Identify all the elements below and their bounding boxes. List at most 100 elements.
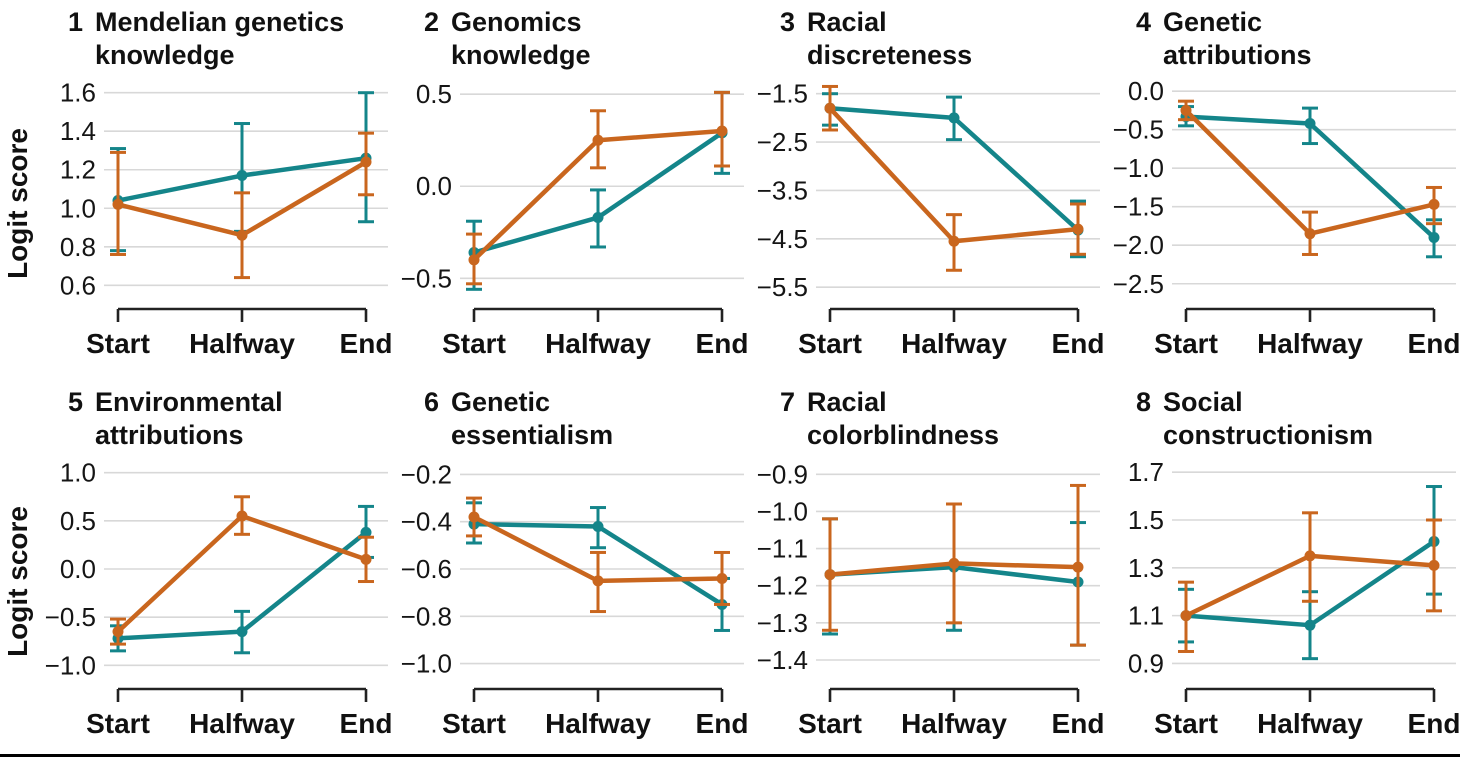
data-point-teal <box>592 211 604 223</box>
x-tick-label: Start <box>798 708 862 739</box>
panel-row-1: Logit score 1 Mendelian genetics knowledg… <box>0 0 1460 372</box>
x-tick-label: End <box>696 708 749 739</box>
data-point-orange <box>236 510 248 522</box>
panel-number: 6 <box>424 387 440 417</box>
x-tick-label: Start <box>86 708 150 739</box>
panel-number: 5 <box>68 387 84 417</box>
data-point-teal <box>1304 117 1316 129</box>
y-axis-title-row-1: Logit score <box>0 0 36 372</box>
y-tick-label: −1.4 <box>757 645 808 675</box>
y-tick-label: −0.8 <box>401 601 452 631</box>
panel-number: 4 <box>1136 7 1152 37</box>
data-point-orange <box>360 553 372 565</box>
panel-title: 7 Racial colorblindness <box>780 386 1102 453</box>
panel-number: 2 <box>424 7 440 37</box>
y-tick-label: −1.2 <box>757 571 808 601</box>
panel-title-text: Environmental attributions <box>95 386 283 453</box>
y-tick-label: 0.5 <box>416 79 452 109</box>
line-chart: 0.5 0.0 −0.5 Start Halfway End <box>401 79 749 359</box>
x-tick-label: End <box>696 328 749 359</box>
y-tick-label: −0.5 <box>1113 115 1164 145</box>
panel-title-line-1: Racial <box>807 387 887 417</box>
y-tick-label: −1.0 <box>45 650 96 680</box>
y-tick-label: 0.6 <box>60 270 96 300</box>
line-chart: 1.7 1.5 1.3 1.1 0.9 Start Halfway End <box>1128 457 1460 739</box>
x-tick-label: Halfway <box>1257 708 1363 739</box>
x-tick-label: Start <box>1154 328 1218 359</box>
panel-title-line-1: Genetic <box>1163 7 1263 37</box>
y-tick-label: 0.5 <box>60 506 96 536</box>
panel-6-genetic-essentialism: 6 Genetic essentialism −0.2 −0.4 −0.6 −0.8 −1… <box>392 380 749 748</box>
panel-title-line-2: attributions <box>95 420 244 451</box>
x-tick-label: Halfway <box>901 328 1007 359</box>
data-point-teal <box>948 112 960 124</box>
y-tick-label: −2.5 <box>757 127 808 157</box>
data-point-teal <box>592 520 604 532</box>
data-point-orange <box>1304 550 1316 562</box>
y-tick-label: 0.9 <box>1128 648 1164 678</box>
x-tick-label: Halfway <box>901 708 1007 739</box>
data-point-orange <box>468 254 480 266</box>
y-tick-label: −1.5 <box>1113 192 1164 222</box>
data-point-orange <box>1180 610 1192 622</box>
line-chart: −0.9 −1.0 −1.1 −1.2 −1.3 −1.4 Start Halfway End <box>757 459 1105 739</box>
x-tick-label: Start <box>798 328 862 359</box>
y-tick-label: −0.9 <box>757 459 808 489</box>
panel-title-line-2: colorblindness <box>807 420 1000 451</box>
panel-title-text: Racial discreteness <box>807 6 972 73</box>
panel-row-2: Logit score 5 Environmental attributions … <box>0 380 1460 748</box>
panel-title-line-1: Social <box>1163 387 1243 417</box>
line-chart: 0.0 −0.5 −1.0 −1.5 −2.0 −2.5 Start Halfway End <box>1113 76 1460 359</box>
y-tick-label: −1.1 <box>757 534 808 564</box>
y-tick-label: −3.5 <box>757 175 808 205</box>
y-tick-label: −1.0 <box>401 648 452 678</box>
line-chart: 1.6 1.4 1.2 1.0 0.8 0.6 Start Halfway End <box>60 78 393 359</box>
y-tick-label: −1.3 <box>757 608 808 638</box>
data-point-orange <box>112 626 124 638</box>
y-tick-label: −5.5 <box>757 272 808 302</box>
panel-title-text: Genetic attributions <box>1163 6 1312 73</box>
data-point-orange <box>468 511 480 523</box>
y-tick-label: −1.0 <box>1113 153 1164 183</box>
panel-title-line-1: Genomics <box>451 7 582 37</box>
y-tick-label: 1.0 <box>60 193 96 223</box>
data-point-orange <box>236 229 248 241</box>
data-point-teal <box>1428 231 1440 243</box>
panel-title: 5 Environmental attributions <box>68 386 390 453</box>
x-tick-label: End <box>1052 708 1105 739</box>
y-tick-label: −0.5 <box>45 602 96 632</box>
line-chart: 1.0 0.5 0.0 −0.5 −1.0 Start Halfway End <box>45 458 393 739</box>
data-point-orange <box>824 569 836 581</box>
line-chart: −1.5 −2.5 −3.5 −4.5 −5.5 Start Halfway End <box>757 79 1105 359</box>
panel-number: 7 <box>780 387 796 417</box>
y-tick-label: −2.5 <box>1113 269 1164 299</box>
panel-title-text: Social constructionism <box>1163 386 1373 453</box>
x-tick-label: End <box>340 328 393 359</box>
panel-title: 2 Genomics knowledge <box>424 6 746 73</box>
y-tick-label: −4.5 <box>757 224 808 254</box>
x-tick-label: End <box>1408 708 1460 739</box>
x-tick-label: End <box>1408 328 1460 359</box>
data-point-teal <box>360 526 372 538</box>
data-point-orange <box>1072 223 1084 235</box>
data-point-orange <box>716 125 728 137</box>
panel-5-environmental-attributions: 5 Environmental attributions 1.0 0.5 0.0 −0.… <box>36 380 393 748</box>
y-tick-label: 0.0 <box>1128 76 1164 106</box>
line-chart: −0.2 −0.4 −0.6 −0.8 −1.0 Start Halfway End <box>401 459 749 739</box>
y-tick-label: 1.0 <box>60 458 96 488</box>
panel-title-line-2: knowledge <box>95 40 235 71</box>
data-point-teal <box>236 169 248 181</box>
panel-number: 3 <box>780 7 796 37</box>
panel-title-line-2: essentialism <box>451 420 614 451</box>
panel-title-line-1: Racial <box>807 7 887 37</box>
data-point-teal <box>236 626 248 638</box>
y-tick-label: 1.6 <box>60 78 96 108</box>
panel-title-line-2: attributions <box>1163 40 1312 71</box>
x-tick-label: Halfway <box>189 328 295 359</box>
panel-title: 8 Social constructionism <box>1136 386 1458 453</box>
x-tick-label: End <box>340 708 393 739</box>
panel-number: 8 <box>1136 387 1152 417</box>
y-tick-label: 1.4 <box>60 116 96 146</box>
panel-title-text: Mendelian genetics knowledge <box>95 6 344 73</box>
